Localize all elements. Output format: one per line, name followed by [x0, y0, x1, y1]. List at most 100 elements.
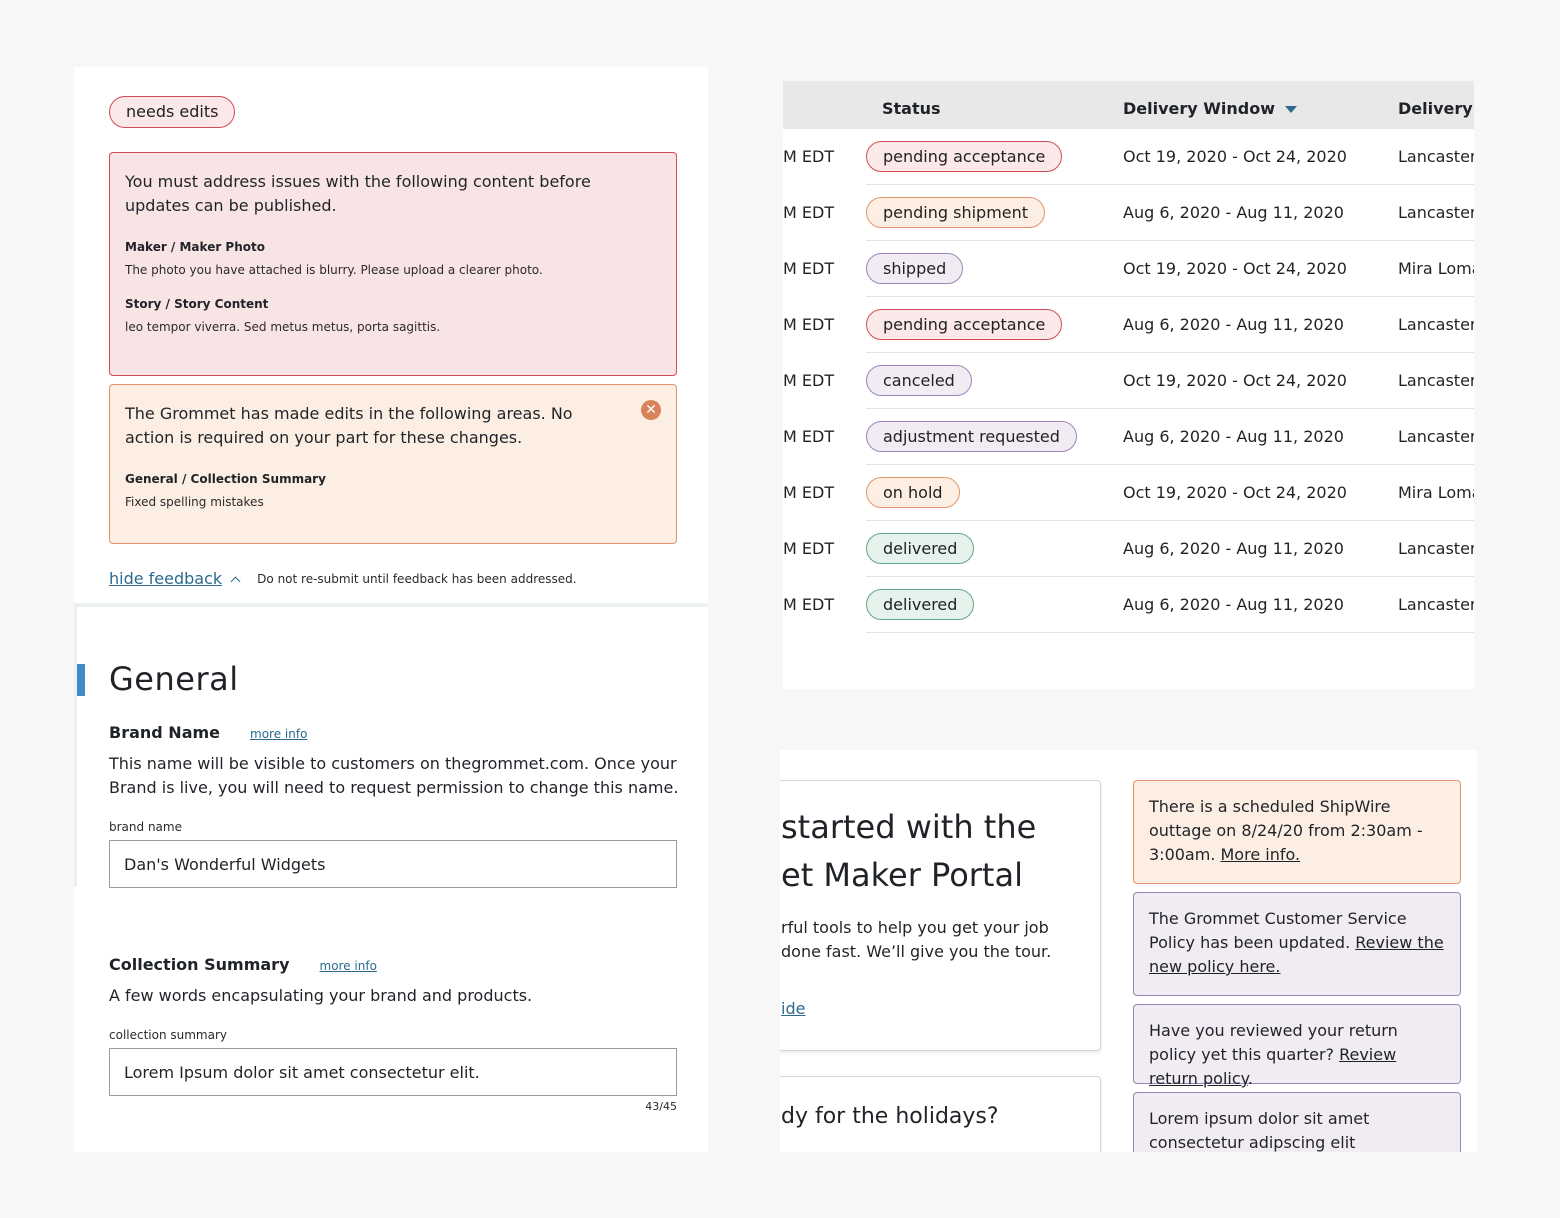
time-cell: M EDT — [783, 259, 835, 278]
sort-desc-icon[interactable] — [1285, 106, 1298, 113]
status-badge: shipped — [866, 253, 964, 284]
status-badge: pending shipment — [866, 197, 1046, 228]
brand-name-more-info-link[interactable]: more info — [250, 727, 308, 741]
table-row[interactable]: M EDT delivered Aug 6, 2020 - Aug 11, 2020… — [783, 577, 1474, 633]
holiday-card: dy for the holidays? — [780, 1076, 1101, 1152]
delivery-location-cell: Lancaster, — [1398, 315, 1474, 334]
table-row[interactable]: M EDT canceled Oct 19, 2020 - Oct 24, 2020… — [783, 353, 1474, 409]
delivery-location-cell: Lancaster, — [1398, 147, 1474, 166]
section-accent-bar — [77, 664, 85, 696]
collection-summary-description: A few words encapsulating your brand and… — [109, 986, 533, 1005]
holiday-heading: dy for the holidays? — [781, 1104, 999, 1129]
row-divider — [866, 464, 1474, 465]
error-alert-lead: You must address issues with the followi… — [125, 172, 591, 215]
time-cell: M EDT — [783, 427, 835, 446]
status-badge: delivered — [866, 589, 975, 620]
needs-edits-badge: needs edits — [109, 96, 236, 128]
delivery-location-cell: Lancaster, — [1398, 427, 1474, 446]
chevron-up-icon[interactable] — [230, 576, 241, 586]
character-counter: 43/45 — [645, 1100, 677, 1113]
time-cell: M EDT — [783, 371, 835, 390]
feedback-footer: hide feedback Do not re-submit until fee… — [109, 569, 577, 588]
status-badge: on hold — [866, 477, 960, 508]
orders-table: Status Delivery Window Delivery V M EDT p… — [783, 81, 1474, 689]
time-cell: M EDT — [783, 203, 835, 222]
column-header-delivery-window[interactable]: Delivery Window — [1123, 81, 1298, 129]
delivery-window-cell: Oct 19, 2020 - Oct 24, 2020 — [1123, 259, 1347, 278]
dashboard-panel: started with the et Maker Portal rful to… — [780, 750, 1477, 1152]
status-badge: canceled — [866, 365, 972, 396]
table-row[interactable]: M EDT on hold Oct 19, 2020 - Oct 24, 2020 M… — [783, 465, 1474, 521]
welcome-card: started with the et Maker Portal rful to… — [780, 780, 1101, 1051]
delivery-window-cell: Aug 6, 2020 - Aug 11, 2020 — [1123, 427, 1344, 446]
section-title: General — [109, 660, 239, 698]
error-item-title: Story / Story Content — [125, 297, 269, 311]
table-row[interactable]: M EDT pending acceptance Aug 6, 2020 - Aug… — [783, 297, 1474, 353]
time-cell: M EDT — [783, 315, 835, 334]
notice-link[interactable]: More info. — [1220, 845, 1301, 864]
row-divider — [866, 296, 1474, 297]
table-row[interactable]: M EDT adjustment requested Aug 6, 2020 - A… — [783, 409, 1474, 465]
delivery-location-cell: Lancaster, — [1398, 203, 1474, 222]
welcome-heading: et Maker Portal — [781, 856, 1023, 894]
notice-text: Lorem ipsum dolor sit amet consectetur a… — [1149, 1109, 1370, 1152]
notice-link[interactable]: Review return policy — [1149, 1045, 1397, 1088]
divider — [74, 603, 708, 607]
delivery-location-cell: Mira Loma, — [1398, 259, 1474, 278]
info-alert: The Grommet has made edits in the follow… — [109, 384, 677, 544]
time-cell: M EDT — [783, 147, 835, 166]
delivery-location-cell: Lancaster, — [1398, 539, 1474, 558]
row-divider — [866, 408, 1474, 409]
delivery-window-cell: Oct 19, 2020 - Oct 24, 2020 — [1123, 483, 1347, 502]
brand-name-input[interactable]: Dan's Wonderful Widgets — [109, 840, 677, 888]
table-row[interactable]: M EDT shipped Oct 19, 2020 - Oct 24, 2020 M… — [783, 241, 1474, 297]
status-badge: pending acceptance — [866, 141, 1063, 172]
status-badge: adjustment requested — [866, 421, 1077, 452]
error-item-body: leo tempor viverra. Sed metus metus, por… — [125, 320, 441, 334]
delivery-window-cell: Aug 6, 2020 - Aug 11, 2020 — [1123, 315, 1344, 334]
status-badge: delivered — [866, 533, 975, 564]
collection-summary-more-info-link[interactable]: more info — [319, 959, 377, 973]
hide-feedback-link[interactable]: hide feedback — [109, 569, 223, 588]
notice-text: . — [1247, 1069, 1253, 1088]
feedback-note: Do not re-submit until feedback has been… — [257, 571, 577, 586]
general-section: General Brand Name more info This name w… — [74, 607, 708, 1152]
error-item-body: The photo you have attached is blurry. P… — [125, 263, 543, 277]
delivery-location-cell: Mira Loma, — [1398, 483, 1474, 502]
time-cell: M EDT — [783, 539, 835, 558]
notice-card: There is a scheduled ShipWire outtage on… — [1133, 780, 1461, 884]
delivery-window-cell: Aug 6, 2020 - Aug 11, 2020 — [1123, 595, 1344, 614]
row-divider — [866, 240, 1474, 241]
column-header-delivery-v[interactable]: Delivery V — [1398, 99, 1474, 118]
row-divider — [866, 184, 1474, 185]
notice-card: The Grommet Customer Service Policy has … — [1133, 892, 1461, 996]
delivery-location-cell: Lancaster, — [1398, 371, 1474, 390]
delivery-window-cell: Oct 19, 2020 - Oct 24, 2020 — [1123, 147, 1347, 166]
info-item-title: General / Collection Summary — [125, 472, 326, 486]
collection-summary-label: Collection Summary — [109, 955, 290, 974]
table-row[interactable]: M EDT delivered Aug 6, 2020 - Aug 11, 2020… — [783, 521, 1474, 577]
row-divider — [866, 576, 1474, 577]
table-row[interactable]: M EDT pending shipment Aug 6, 2020 - Aug 1… — [783, 185, 1474, 241]
notice-link[interactable]: Review the new policy here. — [1149, 933, 1444, 976]
column-header-label: Delivery Window — [1123, 99, 1276, 118]
collection-summary-input[interactable]: Lorem Ipsum dolor sit amet consectetur e… — [109, 1048, 677, 1096]
welcome-heading: started with the — [781, 808, 1037, 846]
row-divider — [866, 352, 1474, 353]
feedback-panel: needs edits You must address issues with… — [74, 67, 708, 604]
guide-link[interactable]: ide — [781, 999, 806, 1018]
notice-text: Have you reviewed your return policy yet… — [1149, 1021, 1398, 1064]
close-icon[interactable]: ✕ — [641, 400, 661, 420]
column-header-status[interactable]: Status — [882, 99, 941, 118]
time-cell: M EDT — [783, 595, 835, 614]
brand-name-label-row: Brand Name more info — [109, 723, 307, 742]
brand-name-description: This name will be visible to customers o… — [109, 754, 679, 797]
collection-summary-caption: collection summary — [109, 1028, 228, 1042]
collection-summary-label-row: Collection Summary more info — [109, 955, 377, 974]
welcome-text: rful tools to help you get your job — [781, 918, 1049, 937]
table-row[interactable]: M EDT pending acceptance Oct 19, 2020 - Oc… — [783, 129, 1474, 185]
brand-name-label: Brand Name — [109, 723, 221, 742]
notice-card: Lorem ipsum dolor sit amet consectetur a… — [1133, 1092, 1461, 1152]
info-item-body: Fixed spelling mistakes — [125, 495, 264, 509]
row-divider — [866, 520, 1474, 521]
